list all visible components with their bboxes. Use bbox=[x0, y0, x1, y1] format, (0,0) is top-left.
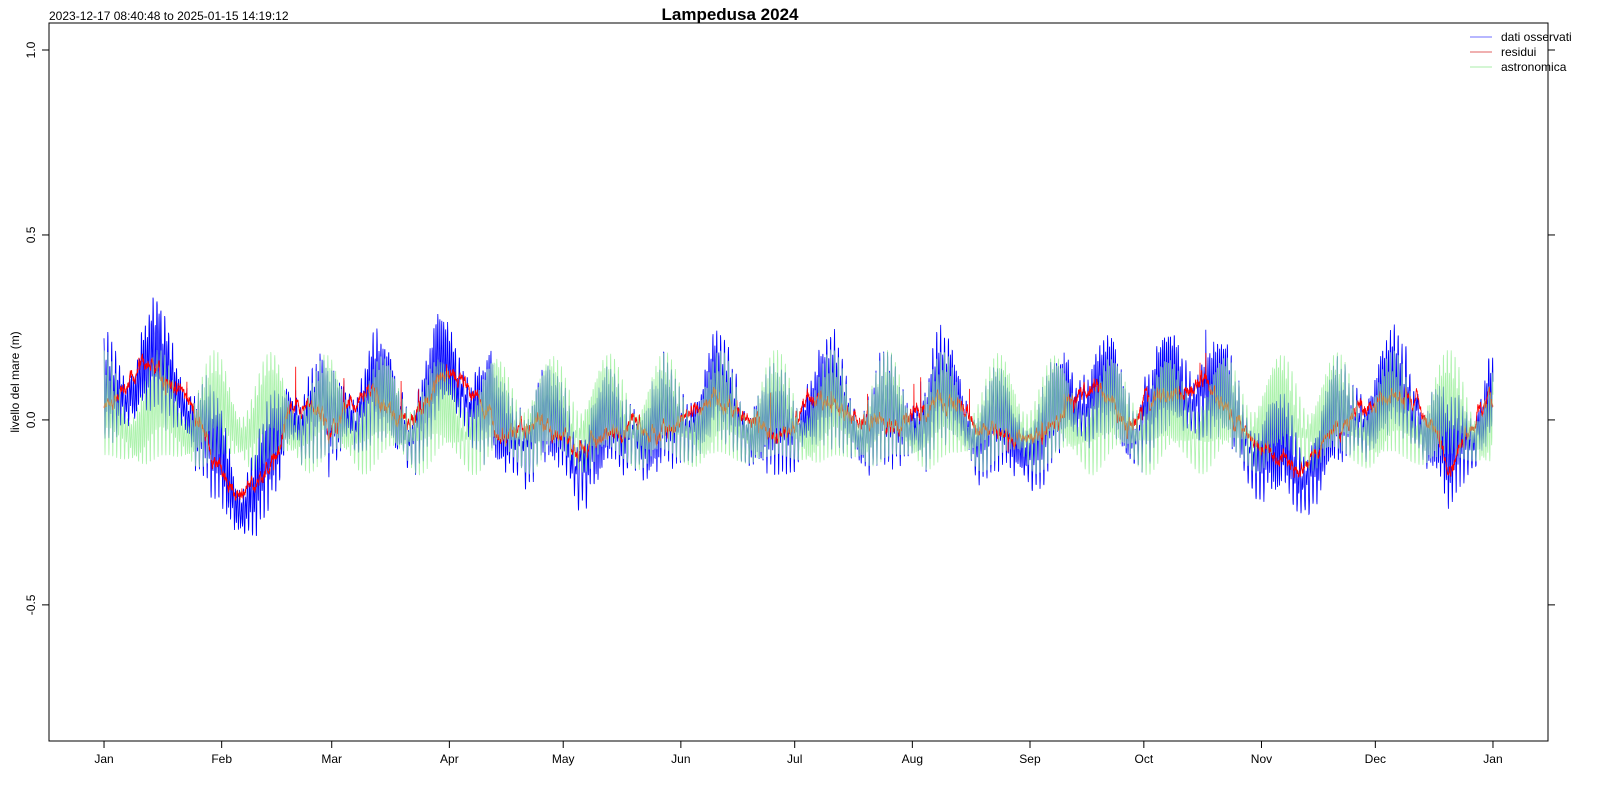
legend-label-residual: residui bbox=[1501, 45, 1536, 59]
legend-label-observed: dati osservati bbox=[1501, 30, 1572, 44]
x-tick-label: Nov bbox=[1251, 752, 1272, 766]
y-tick-label: 0.5 bbox=[24, 226, 38, 243]
y-tick-label: 1.0 bbox=[24, 41, 38, 58]
x-tick-label: Sep bbox=[1019, 752, 1041, 766]
series-layer bbox=[103, 297, 1494, 537]
x-tick-label: Oct bbox=[1135, 752, 1154, 766]
x-tick-label: Jul bbox=[787, 752, 802, 766]
x-tick-label: Feb bbox=[211, 752, 232, 766]
x-tick-label: Apr bbox=[440, 752, 459, 766]
legend: dati osservati residui astronomica bbox=[1470, 30, 1572, 74]
chart-title: Lampedusa 2024 bbox=[661, 5, 799, 24]
series-residui bbox=[103, 352, 1494, 501]
x-tick-label: Jan bbox=[94, 752, 113, 766]
x-tick-label: Jan bbox=[1483, 752, 1502, 766]
y-tick-label: 0.0 bbox=[24, 411, 38, 428]
plot-frame bbox=[48, 22, 1549, 742]
x-tick-label: Aug bbox=[902, 752, 923, 766]
x-tick-label: Mar bbox=[321, 752, 342, 766]
y-tick-label: -0.5 bbox=[24, 594, 38, 615]
series-astronomica bbox=[103, 349, 1494, 476]
legend-label-astronomical: astronomica bbox=[1501, 60, 1567, 74]
date-range-subtitle: 2023-12-17 08:40:48 to 2025-01-15 14:19:… bbox=[49, 9, 289, 23]
x-axis: Jan Feb Mar Apr May Jun Jul Aug Sep Oct Nov Dec Jan bbox=[94, 741, 1503, 766]
y-axis: -0.5 0.0 0.5 1.0 bbox=[24, 41, 49, 615]
y-axis-label: livello del mare (m) bbox=[8, 331, 22, 432]
x-tick-label: Dec bbox=[1365, 752, 1386, 766]
y-axis-right bbox=[1548, 49, 1555, 606]
x-tick-label: May bbox=[552, 752, 575, 766]
x-tick-label: Jun bbox=[671, 752, 690, 766]
